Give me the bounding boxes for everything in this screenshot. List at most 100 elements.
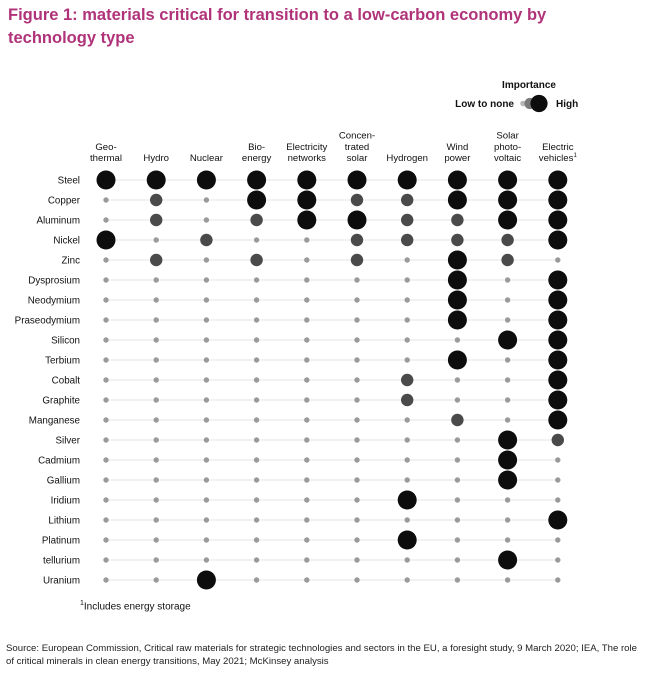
column-header-line: Hydro <box>143 153 169 164</box>
row-label: Neodymium <box>28 296 80 307</box>
importance-bubble <box>498 210 518 230</box>
importance-bubble <box>103 357 109 363</box>
importance-bubble <box>203 257 210 263</box>
importance-bubble <box>504 537 511 543</box>
importance-bubble <box>555 557 561 563</box>
importance-bubble <box>103 317 109 323</box>
importance-bubble <box>548 210 568 230</box>
importance-bubble <box>304 337 310 343</box>
row-label: Iridium <box>51 496 80 507</box>
importance-bubble <box>196 170 216 190</box>
importance-bubble <box>96 230 116 250</box>
importance-bubble <box>96 170 116 190</box>
importance-bubble <box>350 253 364 267</box>
column-header-line: Electric <box>542 142 574 153</box>
column-header: Bio-energy <box>242 142 272 164</box>
importance-bubble <box>103 217 109 223</box>
importance-bubble <box>354 537 360 543</box>
importance-bubble <box>253 317 260 323</box>
importance-bubble <box>297 210 317 230</box>
row-label: Cadmium <box>38 456 80 467</box>
importance-bubble <box>354 317 360 323</box>
importance-bubble <box>150 193 163 207</box>
importance-bubble <box>354 557 360 563</box>
column-header-line: Solar <box>496 131 519 142</box>
importance-bubble <box>203 417 210 423</box>
importance-bubble <box>247 170 267 190</box>
importance-bubble <box>404 257 410 263</box>
importance-bubble <box>153 497 159 503</box>
importance-bubble <box>153 537 159 543</box>
importance-bubble <box>203 197 210 203</box>
importance-bubble <box>447 290 467 310</box>
row-label: Cobalt <box>52 376 81 387</box>
importance-bubble <box>304 397 310 403</box>
importance-bubble <box>501 233 514 247</box>
row-label: Zinc <box>61 256 80 267</box>
importance-bubble <box>454 457 461 463</box>
importance-bubble <box>253 417 260 423</box>
column-header-line: power <box>444 153 471 164</box>
importance-bubble <box>253 357 260 363</box>
column-header-line: trated <box>345 142 370 153</box>
importance-bubble <box>397 530 417 550</box>
row-label: Silicon <box>51 336 80 347</box>
footnote-text: Includes energy storage <box>83 601 191 613</box>
importance-bubble <box>548 270 568 290</box>
column-header-line: networks <box>288 153 327 164</box>
importance-bubble <box>153 577 159 583</box>
importance-bubble <box>203 437 210 443</box>
importance-bubble <box>253 577 260 583</box>
importance-bubble <box>153 317 159 323</box>
importance-bubble <box>447 270 467 290</box>
importance-bubble <box>253 437 260 443</box>
importance-bubble <box>153 417 159 423</box>
row-label: Nickel <box>53 236 80 247</box>
importance-bubble <box>397 490 417 510</box>
row-label: Praseodymium <box>15 316 80 327</box>
legend-bubble-low <box>520 100 526 107</box>
importance-bubble <box>548 410 568 430</box>
row-label: Terbium <box>45 356 80 367</box>
importance-bubble <box>153 397 159 403</box>
importance-bubble <box>404 577 410 583</box>
importance-bubble <box>451 213 464 227</box>
importance-bubble <box>447 250 467 270</box>
importance-bubble <box>354 497 360 503</box>
importance-bubble <box>253 297 260 303</box>
row-label: tellurium <box>43 556 80 567</box>
importance-bubble <box>153 377 159 383</box>
importance-bubble <box>253 237 260 243</box>
importance-bubble <box>504 517 511 523</box>
importance-bubble <box>548 190 568 210</box>
footnote: 1Includes energy storage <box>80 600 191 612</box>
importance-bubble <box>404 317 410 323</box>
importance-bubble <box>454 537 461 543</box>
importance-bubble <box>304 257 310 263</box>
importance-bubble <box>297 170 317 190</box>
importance-bubble <box>203 337 210 343</box>
importance-bubble <box>504 297 511 303</box>
importance-bubble <box>304 277 310 283</box>
importance-bubble <box>153 337 159 343</box>
importance-bubble <box>304 417 310 423</box>
importance-bubble <box>304 557 310 563</box>
importance-bubble <box>150 213 163 227</box>
importance-bubble <box>103 517 109 523</box>
importance-bubble <box>253 537 260 543</box>
importance-bubble <box>253 477 260 483</box>
importance-bubble <box>498 550 518 570</box>
row-label: Dysprosium <box>28 276 80 287</box>
column-header: Hydrogen <box>386 153 428 164</box>
importance-bubble <box>404 557 410 563</box>
importance-bubble <box>451 233 464 247</box>
importance-bubble <box>401 213 414 227</box>
row-label: Silver <box>56 436 81 447</box>
importance-bubble <box>153 237 159 243</box>
column-header-line: Nuclear <box>190 153 224 164</box>
row-label: Copper <box>48 196 81 207</box>
column-header: Concen-trated solar <box>339 131 375 164</box>
importance-bubble <box>103 557 109 563</box>
importance-bubble <box>200 233 213 247</box>
